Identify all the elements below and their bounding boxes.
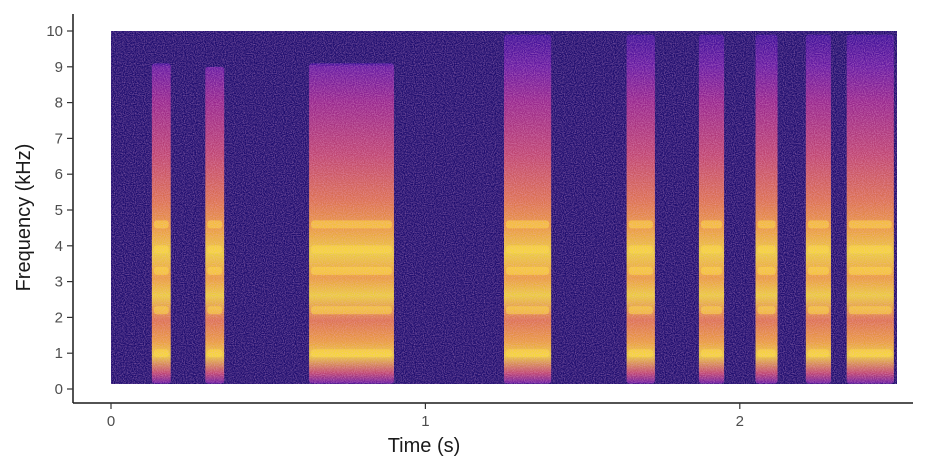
x-tick-label: 1 [421,413,429,430]
x-ticks: 0 1 2 [107,403,744,430]
noise-speckle [111,31,897,384]
y-tick-label: 10 [46,23,63,40]
plot-area [111,31,897,384]
y-tick-label: 7 [55,130,63,147]
x-axis-title: Time (s) [388,435,461,457]
y-tick-label: 6 [55,166,63,183]
y-tick-label: 0 [55,381,63,398]
x-tick-label: 2 [736,413,744,430]
axes: 0 1 2 0 1 2 3 4 5 6 7 8 9 10 [46,14,913,430]
y-tick-label: 3 [55,274,63,291]
y-axis-title: Frequency (kHz) [13,144,35,292]
y-tick-label: 9 [55,59,63,76]
y-ticks: 0 1 2 3 4 5 6 7 8 9 10 [46,23,73,398]
y-tick-label: 1 [55,345,63,362]
x-tick-label: 0 [107,413,115,430]
y-tick-label: 4 [55,238,63,255]
y-tick-label: 2 [55,309,63,326]
y-tick-label: 8 [55,95,63,112]
y-tick-label: 5 [55,202,63,219]
